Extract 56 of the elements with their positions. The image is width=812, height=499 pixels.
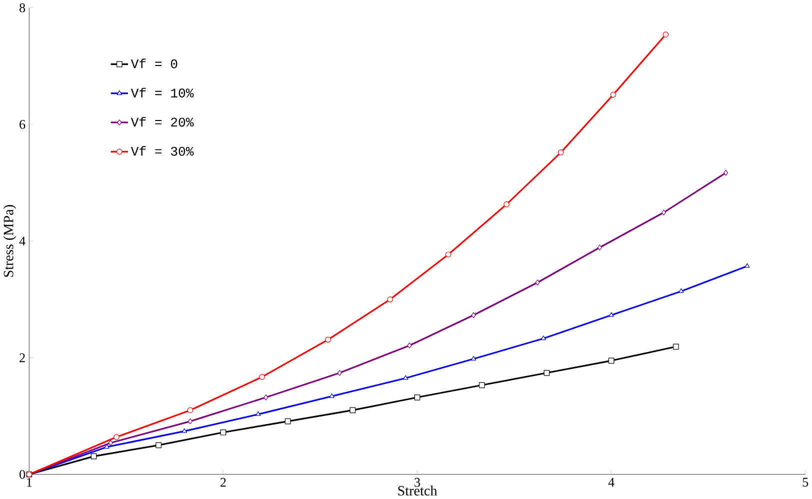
point <box>337 370 342 376</box>
point <box>156 442 162 448</box>
point <box>744 263 750 268</box>
y-tick-label: 2 <box>20 353 25 362</box>
point <box>264 394 268 400</box>
point <box>187 407 194 414</box>
y-tick-label: 6 <box>20 120 26 129</box>
x-tick-label: 3 <box>414 478 420 487</box>
point <box>284 418 291 424</box>
legend-label: Vf = 10% <box>130 88 194 98</box>
point <box>673 344 679 350</box>
point <box>662 32 669 38</box>
point <box>470 356 476 361</box>
point <box>678 288 684 293</box>
y-tick-label: 8 <box>20 3 26 12</box>
point <box>414 394 420 400</box>
point <box>478 382 485 388</box>
point <box>504 201 510 208</box>
point <box>535 280 540 286</box>
point <box>544 370 550 376</box>
legend-label: Vf = 20% <box>130 117 194 127</box>
legend-label: Vf = 30% <box>130 146 194 156</box>
point <box>608 358 614 364</box>
point <box>597 244 602 250</box>
point <box>90 453 97 460</box>
y-tick-label: 0 <box>20 470 26 479</box>
point <box>445 252 452 258</box>
point <box>387 296 394 302</box>
y-tick-label: 4 <box>19 236 26 246</box>
point <box>188 418 192 424</box>
point <box>608 312 614 317</box>
point <box>259 374 265 380</box>
point <box>724 170 728 176</box>
point <box>350 407 356 414</box>
legend-label: Vf = 0 <box>130 58 178 68</box>
point <box>403 375 408 380</box>
point <box>407 342 412 348</box>
point <box>108 440 113 446</box>
x-tick-label: 1 <box>27 478 32 487</box>
point <box>325 336 331 343</box>
point <box>540 336 546 340</box>
point <box>220 430 226 436</box>
x-tick-label: 2 <box>220 478 226 487</box>
point <box>182 428 187 433</box>
point <box>558 150 564 156</box>
point <box>471 312 476 318</box>
y-axis-title: Stress (MPa) <box>3 205 16 277</box>
point <box>661 210 666 216</box>
x-axis-title: Stretch <box>398 486 438 496</box>
x-tick-label: 4 <box>608 478 614 487</box>
point <box>329 393 334 398</box>
point <box>256 411 261 416</box>
point <box>610 92 616 98</box>
x-tick-label: 5 <box>802 478 808 487</box>
point <box>104 444 110 449</box>
point <box>114 434 120 440</box>
